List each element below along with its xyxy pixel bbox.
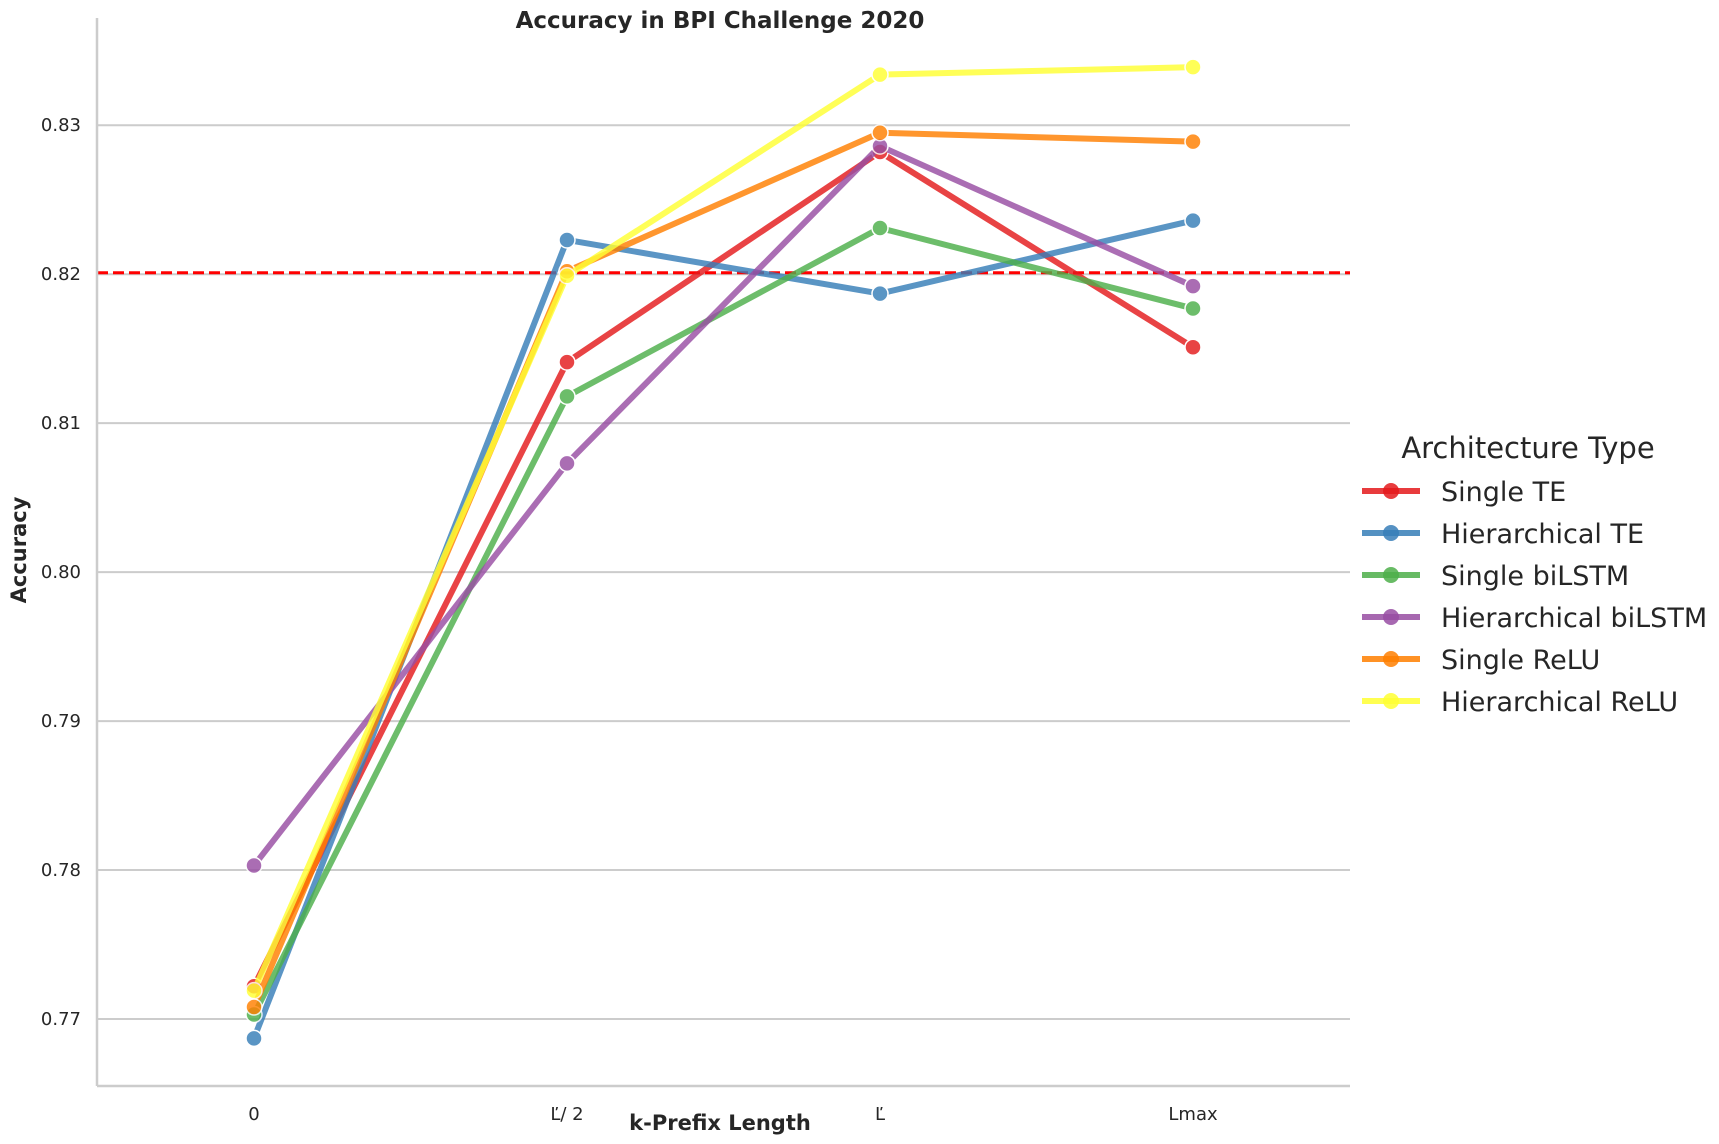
legend-item: Single TE [1362, 477, 1566, 508]
data-point [1184, 211, 1202, 230]
legend-label: Hierarchical TE [1441, 519, 1644, 550]
legend-item: Hierarchical TE [1362, 519, 1644, 550]
legend-swatch-marker [1383, 483, 1399, 499]
legend-items: Single TE Hierarchical TE Single biLSTM Hie… [1362, 477, 1707, 718]
y-axis-label: Accuracy [7, 496, 31, 603]
legend-swatch-marker [1383, 609, 1399, 625]
x-tick-label: Ľ [875, 1104, 885, 1125]
y-tick-labels: 0.77 0.78 0.79 0.80 0.81 0.82 0.83 [41, 115, 81, 1030]
data-point [1184, 299, 1202, 318]
data-point [245, 998, 263, 1016]
series-single-bilstm [245, 219, 1202, 1024]
legend-label: Hierarchical biLSTM [1441, 603, 1707, 634]
data-point [871, 219, 889, 237]
data-point [558, 387, 576, 406]
data-point [558, 266, 576, 285]
series-line [251, 225, 1196, 1018]
series-line [251, 143, 1196, 869]
legend-item: Hierarchical ReLU [1362, 687, 1678, 718]
series-line [251, 64, 1196, 994]
legend: Architecture Type Single TE Hierarchical … [1362, 431, 1707, 718]
data-point [245, 1029, 263, 1048]
legend-label: Single biLSTM [1441, 561, 1629, 592]
series-hierarchical-relu [245, 58, 1202, 1000]
legend-item: Single ReLU [1362, 645, 1600, 676]
data-point [1184, 58, 1202, 76]
x-tick-label: Lmax [1168, 1104, 1218, 1125]
x-tick-labels: 0 Ľ/ 2 Ľ Lmax [248, 1104, 1218, 1125]
legend-title: Architecture Type [1401, 431, 1654, 465]
data-point [558, 231, 576, 249]
legend-label: Single TE [1441, 477, 1566, 508]
data-point [871, 123, 889, 142]
data-point [558, 353, 576, 371]
series-line [251, 217, 1196, 1042]
data-point [245, 981, 263, 1000]
x-tick-label: Ľ/ 2 [550, 1104, 583, 1125]
data-point [245, 856, 263, 875]
x-tick-label: 0 [248, 1104, 259, 1125]
legend-swatch-marker [1383, 693, 1399, 709]
y-tick-label: 0.79 [41, 711, 81, 732]
y-tick-label: 0.80 [41, 562, 81, 583]
y-tick-label: 0.81 [41, 413, 81, 434]
y-tick-label: 0.82 [41, 264, 81, 285]
legend-swatch-marker [1383, 651, 1399, 667]
legend-swatch-marker [1383, 567, 1399, 583]
data-point [1184, 338, 1202, 356]
y-tick-label: 0.78 [41, 860, 81, 881]
legend-label: Single ReLU [1441, 645, 1600, 676]
data-point [871, 65, 889, 84]
data-point [871, 284, 889, 303]
series-hierarchical-te [245, 211, 1202, 1048]
series-lines [245, 58, 1202, 1048]
legend-item: Single biLSTM [1362, 561, 1629, 592]
legend-label: Hierarchical ReLU [1441, 687, 1678, 718]
legend-item: Hierarchical biLSTM [1362, 603, 1707, 634]
x-axis-label: k-Prefix Length [629, 1111, 811, 1135]
data-point [1184, 132, 1202, 151]
data-point [1184, 277, 1202, 295]
chart-title: Accuracy in BPI Challenge 2020 [516, 8, 925, 34]
data-point [558, 454, 576, 473]
y-tick-label: 0.77 [41, 1009, 81, 1030]
y-tick-label: 0.83 [41, 115, 81, 136]
legend-swatch-marker [1383, 525, 1399, 541]
series-hierarchical-bilstm [245, 137, 1202, 875]
series-line [251, 149, 1196, 990]
